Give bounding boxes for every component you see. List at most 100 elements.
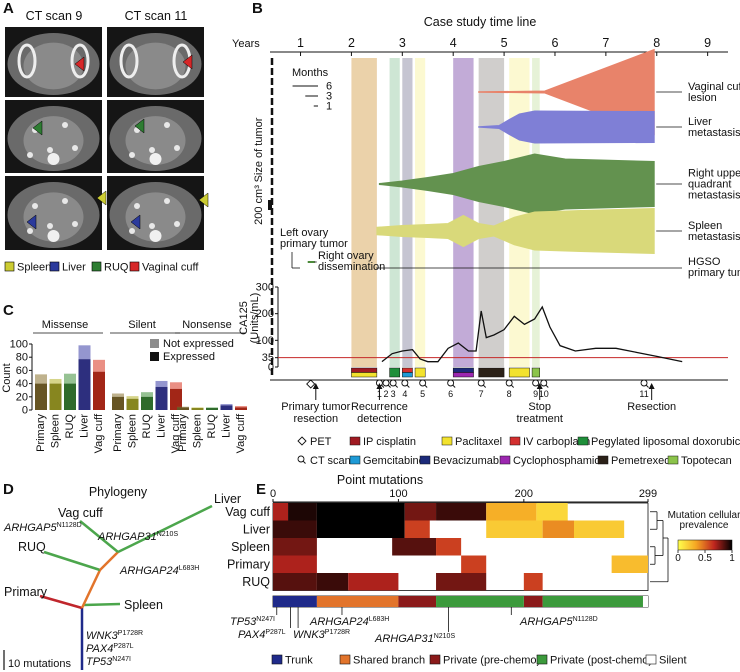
ct-spot (134, 203, 140, 209)
x-tick-label: Liver (156, 414, 168, 438)
tumor-label: quadrant (688, 179, 731, 191)
treatment-band (415, 58, 426, 367)
gene-name: TP53 (230, 616, 257, 628)
mutation-label: ARHGAP5N1128D (3, 522, 82, 534)
heatmap-cell (536, 503, 568, 521)
ct-handle (394, 384, 399, 388)
size-scale-label: 200 cm³ (253, 185, 265, 225)
tumor-label: metastasis (688, 127, 740, 139)
mutation-label: ARHGAP24L683H (119, 565, 199, 577)
ct-scan-number: 8 (507, 389, 512, 399)
y-tick-label: 100 (10, 339, 28, 351)
event-label: detection (357, 413, 402, 425)
legend-swatch (271, 654, 283, 665)
legend-label: Shared branch (353, 655, 425, 667)
ct-scan (505, 379, 513, 387)
amino-change: N247I (112, 656, 131, 663)
ct-organ (23, 192, 84, 242)
legend-swatch (429, 654, 441, 665)
x-tick-label: Liver (79, 414, 91, 438)
color-scale-label: 0.5 (698, 553, 712, 564)
bar-expressed (93, 371, 105, 410)
bar-shade (112, 396, 124, 410)
legend-swatch (667, 455, 679, 465)
legend-swatch (49, 261, 60, 272)
y-tick-label: 60 (16, 365, 28, 377)
bar-not-expressed (93, 359, 105, 372)
tumor-label: Spleen (688, 220, 722, 232)
month-scale-label: 6 (326, 81, 332, 93)
bar-expressed (235, 407, 247, 410)
treatment-bar (402, 372, 413, 378)
legend-label: Cyclophosphamide (513, 455, 607, 467)
heatmap-cell (486, 503, 537, 521)
timeline-title: Case study time line (424, 15, 537, 29)
legend-swatch (150, 339, 159, 348)
treatment-band (453, 58, 474, 367)
heatmap-cell (273, 555, 317, 573)
x-tick-label: 1 (297, 36, 304, 50)
bar-expressed (206, 408, 218, 410)
x-tick-label: RUQ (64, 414, 76, 439)
legend-swatch (499, 455, 511, 465)
event-arrowhead (312, 383, 319, 389)
treatment-bar (402, 367, 413, 373)
size-axis-label: Size of tumor (253, 117, 265, 182)
heatmap-cell (461, 555, 487, 573)
ct-scan-number: 6 (448, 389, 453, 399)
heatmap-title: Point mutations (337, 473, 423, 487)
heatmap-cell (273, 538, 317, 556)
bar-shade (170, 388, 182, 410)
ct-handle (545, 384, 549, 388)
ct-handle (424, 384, 428, 388)
image-title: CT scan 9 (26, 9, 83, 23)
leaf-label: Liver (214, 492, 241, 506)
tree-branch (99, 551, 119, 571)
gene-name: ARHGAP24 (119, 565, 179, 577)
treatment-bar (508, 367, 530, 378)
ct-spot (164, 122, 170, 128)
bar-expressed (126, 398, 139, 410)
tumor-size (478, 110, 655, 144)
treatment-bar (478, 367, 505, 378)
x-tick-label: 3 (399, 36, 406, 50)
bar-shade (155, 386, 168, 410)
month-scale-label: 1 (326, 101, 332, 113)
x-tick-label: Liver (221, 414, 233, 438)
legend-label: Pegylated liposomal doxorubicin (591, 436, 740, 448)
heatmap-cell (316, 503, 405, 521)
y-tick-label: 0 (268, 362, 274, 374)
treatment-bar (351, 372, 378, 378)
legend-label: Topotecan (681, 455, 732, 467)
ct-scan (389, 379, 397, 387)
ct-spot (47, 223, 53, 229)
treatment-bar (452, 372, 474, 378)
ct-scan-number: 10 (539, 389, 549, 399)
tumor-label: Vaginal cuff (688, 81, 740, 93)
legend-swatch (441, 436, 453, 446)
gene-label: ARHGAP5N1128D (519, 616, 598, 628)
bar-expressed (191, 408, 204, 410)
x-tick-label: 6 (552, 36, 559, 50)
ct-spot (62, 122, 68, 128)
gene-name: ARHGAP5 (519, 616, 573, 628)
x-tick-label: Spleen (192, 414, 204, 448)
hgso-label: HGSO (688, 256, 721, 268)
legend-label: Paclitaxel (455, 436, 502, 448)
class-segment (642, 596, 648, 607)
x-tick-label: Vag cuff (235, 413, 247, 453)
legend-swatch (577, 436, 589, 446)
ct-spot (129, 152, 135, 158)
heatmap-cell (523, 573, 543, 591)
bar-expressed (35, 383, 47, 410)
ct-scan (640, 379, 648, 387)
ct-arrow (182, 54, 193, 70)
scale-label: 10 mutations (8, 658, 71, 670)
gene-label: WNK3P1728R (293, 629, 350, 641)
group-label: Silent (128, 319, 156, 331)
tree-branch (80, 569, 102, 609)
tree-branch (39, 594, 83, 610)
amino-change: P1728R (118, 630, 143, 637)
phylogeny-title: Phylogeny (89, 485, 148, 499)
row-label: Vag cuff (225, 505, 270, 519)
